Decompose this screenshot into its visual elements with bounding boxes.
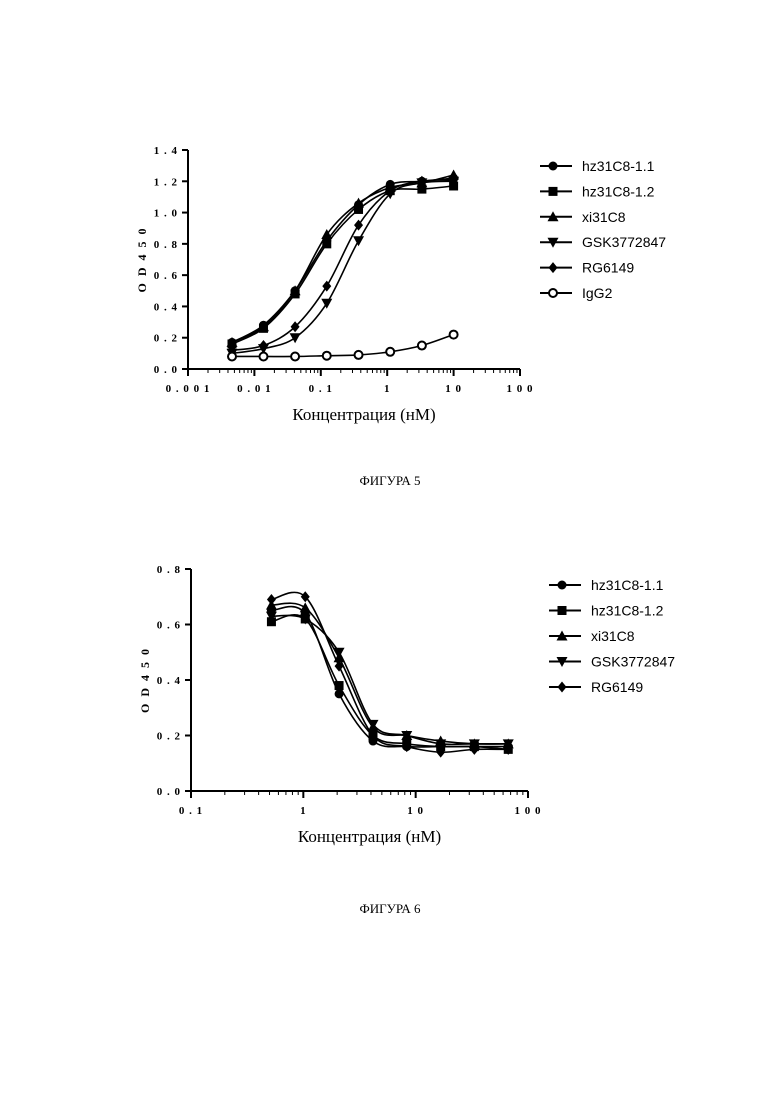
y-tick-label: 1 . 0 xyxy=(154,208,178,220)
x-tick-label: 0 . 1 xyxy=(309,383,333,395)
legend-marker xyxy=(558,682,567,693)
chart-figure-5: 0 . 0 0 . 2 0 . 4 0 . 6 0 . 8 1 . 0 1 . 2 1 . 4… xyxy=(0,0,780,540)
y-tick-label: 0 . 0 xyxy=(154,364,178,376)
x-tick-label: 1 xyxy=(300,805,307,817)
legend-marker xyxy=(549,262,558,273)
series-curve-xi31C8 xyxy=(232,175,454,342)
legend-marker xyxy=(558,581,567,590)
legend-marker xyxy=(549,289,557,297)
data-point-IgG2 xyxy=(228,352,236,360)
series-curve-hz31C8-1.1 xyxy=(232,178,454,342)
legend-marker xyxy=(549,187,558,196)
y-tick-label: 0 . 6 xyxy=(154,270,178,282)
data-point-RG6149 xyxy=(267,594,276,605)
y-tick-label: 0 . 4 xyxy=(154,301,178,313)
x-tick-label: 1 0 0 xyxy=(507,383,534,395)
legend-label: GSK3772847 xyxy=(591,654,675,670)
data-point-IgG2 xyxy=(386,348,394,356)
y-tick-label: 0 . 8 xyxy=(157,564,181,576)
figure-6-caption: ФИГУРА 6 xyxy=(0,901,780,917)
x-tick-label: 1 0 xyxy=(407,805,424,817)
y-tick-label: 0 . 0 xyxy=(157,786,181,798)
series-curve-hz31C8-1.2 xyxy=(232,186,454,344)
figure-5-caption: ФИГУРА 5 xyxy=(0,473,780,489)
series-curve-hz31C8-1.2 xyxy=(271,615,508,750)
x-tick-label: 1 xyxy=(384,383,391,395)
legend-label: hz31C8-1.1 xyxy=(582,158,655,174)
data-point-IgG2 xyxy=(259,352,267,360)
y-tick-label: 0 . 2 xyxy=(154,333,178,345)
chart-figure-6: 0 . 0 0 . 2 0 . 4 0 . 6 0 . 8 0 . 1 1 1 0 1 0 0 К… xyxy=(0,540,780,1100)
x-tick-label: 1 0 0 xyxy=(515,805,542,817)
legend-label: hz31C8-1.1 xyxy=(591,577,664,593)
y-tick-label: 0 . 6 xyxy=(157,620,181,632)
y-axis-title: O D 4 5 0 xyxy=(138,647,152,713)
data-point-GSK3772847 xyxy=(321,299,332,309)
x-tick-label: 0 . 1 xyxy=(179,805,203,817)
series-curve-hz31C8-1.1 xyxy=(271,607,508,747)
legend-label: hz31C8-1.2 xyxy=(582,183,655,199)
x-tick-label: 1 0 xyxy=(445,383,462,395)
legend-label: RG6149 xyxy=(582,260,634,276)
legend-marker xyxy=(549,162,558,171)
x-axis-title: Концентрация (нМ) xyxy=(292,405,435,424)
data-point-GSK3772847 xyxy=(290,333,301,343)
x-tick-label: 0 . 0 0 1 xyxy=(166,383,211,395)
y-axis-title: O D 4 5 0 xyxy=(135,227,149,293)
data-point-xi31C8 xyxy=(300,602,311,612)
legend-label: xi31C8 xyxy=(591,628,635,644)
y-tick-label: 0 . 8 xyxy=(154,239,178,251)
y-tick-label: 1 . 2 xyxy=(154,176,178,188)
y-tick-label: 0 . 4 xyxy=(157,675,181,687)
data-point-IgG2 xyxy=(418,342,426,350)
legend-marker xyxy=(558,606,567,615)
series-curve-GSK3772847 xyxy=(271,615,508,744)
x-tick-label: 0 . 0 1 xyxy=(237,383,272,395)
series-curve-xi31C8 xyxy=(271,603,508,744)
data-point-IgG2 xyxy=(450,331,458,339)
legend-label: RG6149 xyxy=(591,679,643,695)
y-tick-label: 1 . 4 xyxy=(154,145,178,157)
y-tick-label: 0 . 2 xyxy=(157,731,181,743)
data-point-IgG2 xyxy=(291,352,299,360)
legend-label: xi31C8 xyxy=(582,209,626,225)
legend-label: hz31C8-1.2 xyxy=(591,603,664,619)
x-axis-title: Концентрация (нМ) xyxy=(298,827,441,846)
data-point-IgG2 xyxy=(323,352,331,360)
legend-label: GSK3772847 xyxy=(582,234,666,250)
data-point-IgG2 xyxy=(355,351,363,359)
data-point-GSK3772847 xyxy=(353,236,364,246)
patent-figure-page: 0 . 0 0 . 2 0 . 4 0 . 6 0 . 8 1 . 0 1 . 2 1 . 4… xyxy=(0,0,780,1103)
data-point-hz31C8-1.2 xyxy=(335,681,344,690)
legend-label: IgG2 xyxy=(582,285,613,301)
